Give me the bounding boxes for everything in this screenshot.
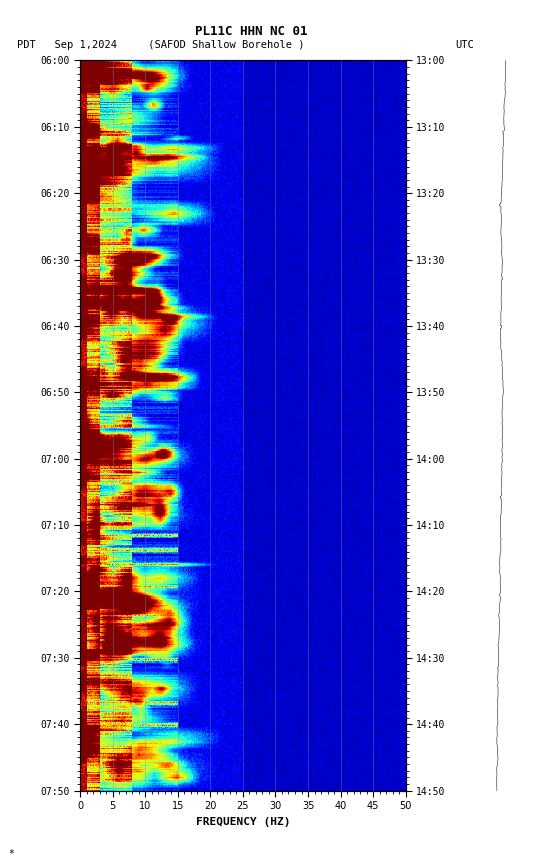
Text: *: *	[8, 849, 14, 859]
Text: PL11C HHN NC 01: PL11C HHN NC 01	[195, 25, 307, 39]
Text: UTC: UTC	[455, 40, 474, 50]
X-axis label: FREQUENCY (HZ): FREQUENCY (HZ)	[195, 816, 290, 827]
Text: PDT   Sep 1,2024     (SAFOD Shallow Borehole ): PDT Sep 1,2024 (SAFOD Shallow Borehole )	[17, 40, 304, 50]
